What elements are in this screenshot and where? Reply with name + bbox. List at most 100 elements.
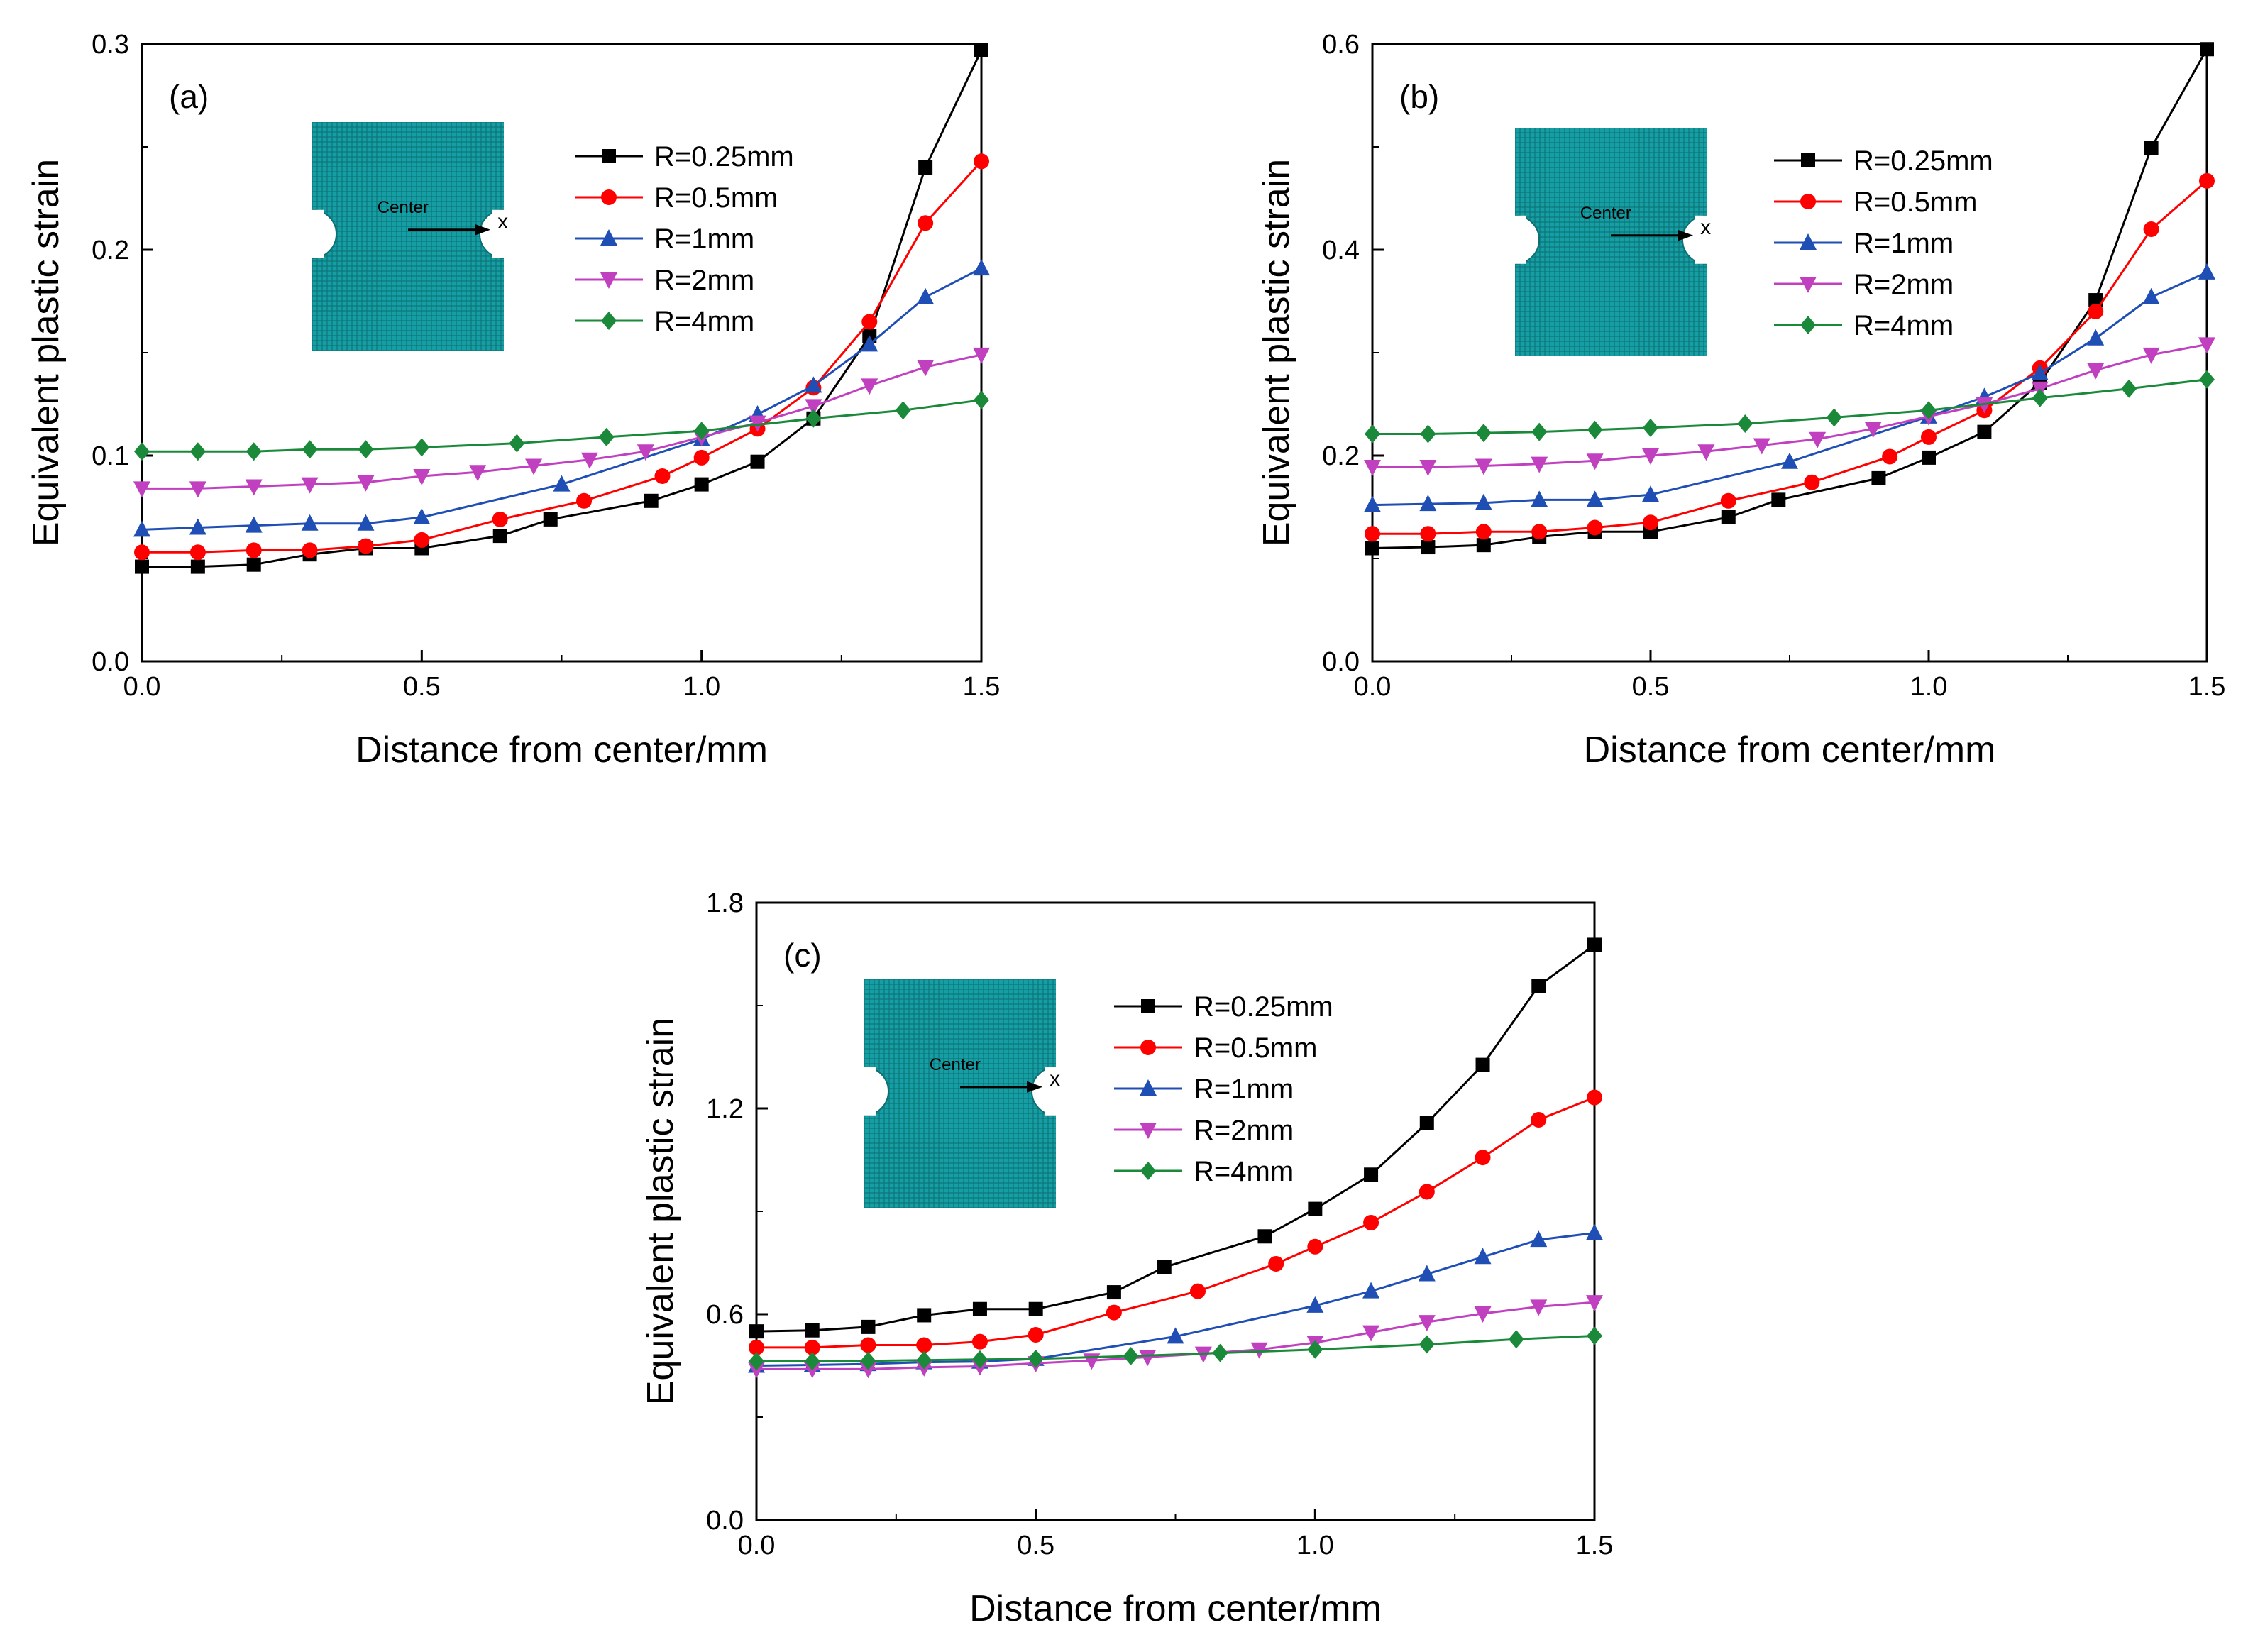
data-point (245, 516, 263, 533)
plot-frame (141, 43, 983, 663)
data-point (1306, 1296, 1324, 1313)
mesh-grid (1515, 128, 1707, 356)
legend-label: R=4mm (654, 306, 754, 337)
legend: R=0.25mm R=0.5mm R=1mm R=2mm R=4mm (1114, 991, 1333, 1187)
data-point (1771, 492, 1786, 507)
data-point (302, 440, 318, 459)
data-point (973, 259, 990, 276)
series-line (1372, 343, 2208, 468)
data-point (693, 449, 710, 466)
data-point (1809, 431, 1827, 448)
data-point (553, 475, 571, 492)
data-point (469, 465, 487, 482)
data-point (357, 514, 375, 531)
mesh-inset: Center x (312, 122, 508, 351)
x-tick-label: 1.0 (1296, 1531, 1334, 1560)
series-R=1mm (1364, 263, 2215, 512)
data-point (1643, 514, 1658, 531)
data-point (301, 514, 319, 531)
y-tick-label: 0.6 (1322, 30, 1360, 60)
legend-label: R=2mm (654, 265, 754, 296)
x-tick-label: 0.0 (738, 1531, 776, 1560)
legend-marker (602, 149, 616, 163)
legend-marker (601, 312, 617, 330)
series-R=2mm (1364, 337, 2215, 476)
data-point (2121, 379, 2137, 398)
data-point (1419, 1184, 1435, 1200)
data-point (492, 511, 508, 527)
panel-label: (b) (1399, 78, 1439, 115)
data-point (1364, 459, 1381, 476)
data-point (1212, 1343, 1228, 1362)
series-R=0.5mm (134, 153, 989, 561)
legend-marker (600, 229, 617, 246)
data-point (2199, 172, 2215, 189)
y-tick-label: 0.2 (1322, 441, 1360, 471)
series-line (1372, 271, 2208, 507)
data-point (1475, 524, 1492, 540)
data-point (1475, 1150, 1491, 1166)
x-axis-label: Distance from center/mm (969, 1588, 1382, 1629)
data-point (2087, 363, 2105, 380)
data-point (302, 542, 318, 558)
data-point (1189, 1283, 1206, 1299)
arrow-head-icon (475, 224, 491, 236)
series-R=0.25mm (749, 937, 1602, 1339)
data-point (2088, 293, 2103, 308)
panel-label: (a) (169, 78, 209, 115)
data-point (1474, 1248, 1492, 1265)
data-point (1365, 541, 1379, 556)
data-point (749, 1352, 764, 1371)
data-point (358, 440, 374, 459)
data-point (1643, 418, 1658, 437)
x-axis-label: Distance from center/mm (356, 729, 768, 771)
data-point (1307, 1238, 1323, 1255)
data-point (413, 508, 431, 524)
data-point (1419, 459, 1437, 476)
x-tick-label: 1.5 (963, 672, 1001, 702)
data-point (693, 422, 710, 441)
x-tick-label: 0.5 (403, 672, 441, 702)
data-point (414, 438, 430, 457)
inset-center-label: Center (1580, 204, 1631, 223)
data-point (1922, 450, 1936, 465)
data-point (135, 559, 149, 574)
data-point (358, 538, 374, 554)
data-point (974, 390, 989, 409)
data-point (598, 427, 615, 446)
mesh-inset: Center x (864, 979, 1060, 1208)
data-point (1365, 526, 1380, 542)
series-R=1mm (748, 1223, 1603, 1373)
data-point (2144, 141, 2159, 155)
arrow-head-icon (1027, 1081, 1043, 1093)
y-tick-label: 0.2 (92, 236, 129, 265)
x-tick-label: 1.5 (1576, 1531, 1614, 1560)
data-point (1753, 438, 1770, 455)
data-point (1420, 526, 1436, 542)
data-point (543, 512, 558, 527)
data-point (749, 1339, 764, 1355)
series-R=4mm (134, 390, 989, 461)
data-point (1531, 1111, 1547, 1128)
data-point (805, 1323, 820, 1338)
data-point (654, 468, 671, 484)
data-point (644, 493, 659, 508)
data-point (134, 442, 150, 461)
data-point (916, 1337, 932, 1353)
y-tick-label: 0.3 (92, 30, 129, 60)
plot-frame (1371, 43, 2208, 663)
data-point (1028, 1327, 1044, 1343)
legend-label: R=0.5mm (1194, 1032, 1318, 1064)
mesh-grid (864, 979, 1056, 1208)
data-point (1167, 1327, 1184, 1344)
data-point (1531, 979, 1546, 993)
data-point (2088, 304, 2104, 319)
data-point (1123, 1346, 1139, 1365)
inset-center-label: Center (930, 1055, 981, 1074)
legend-marker (1800, 316, 1816, 334)
series-R=4mm (1365, 370, 2215, 444)
x-tick-label: 0.5 (1632, 672, 1670, 702)
data-point (2200, 42, 2214, 57)
legend-label: R=4mm (1194, 1156, 1294, 1187)
data-point (1531, 490, 1548, 507)
